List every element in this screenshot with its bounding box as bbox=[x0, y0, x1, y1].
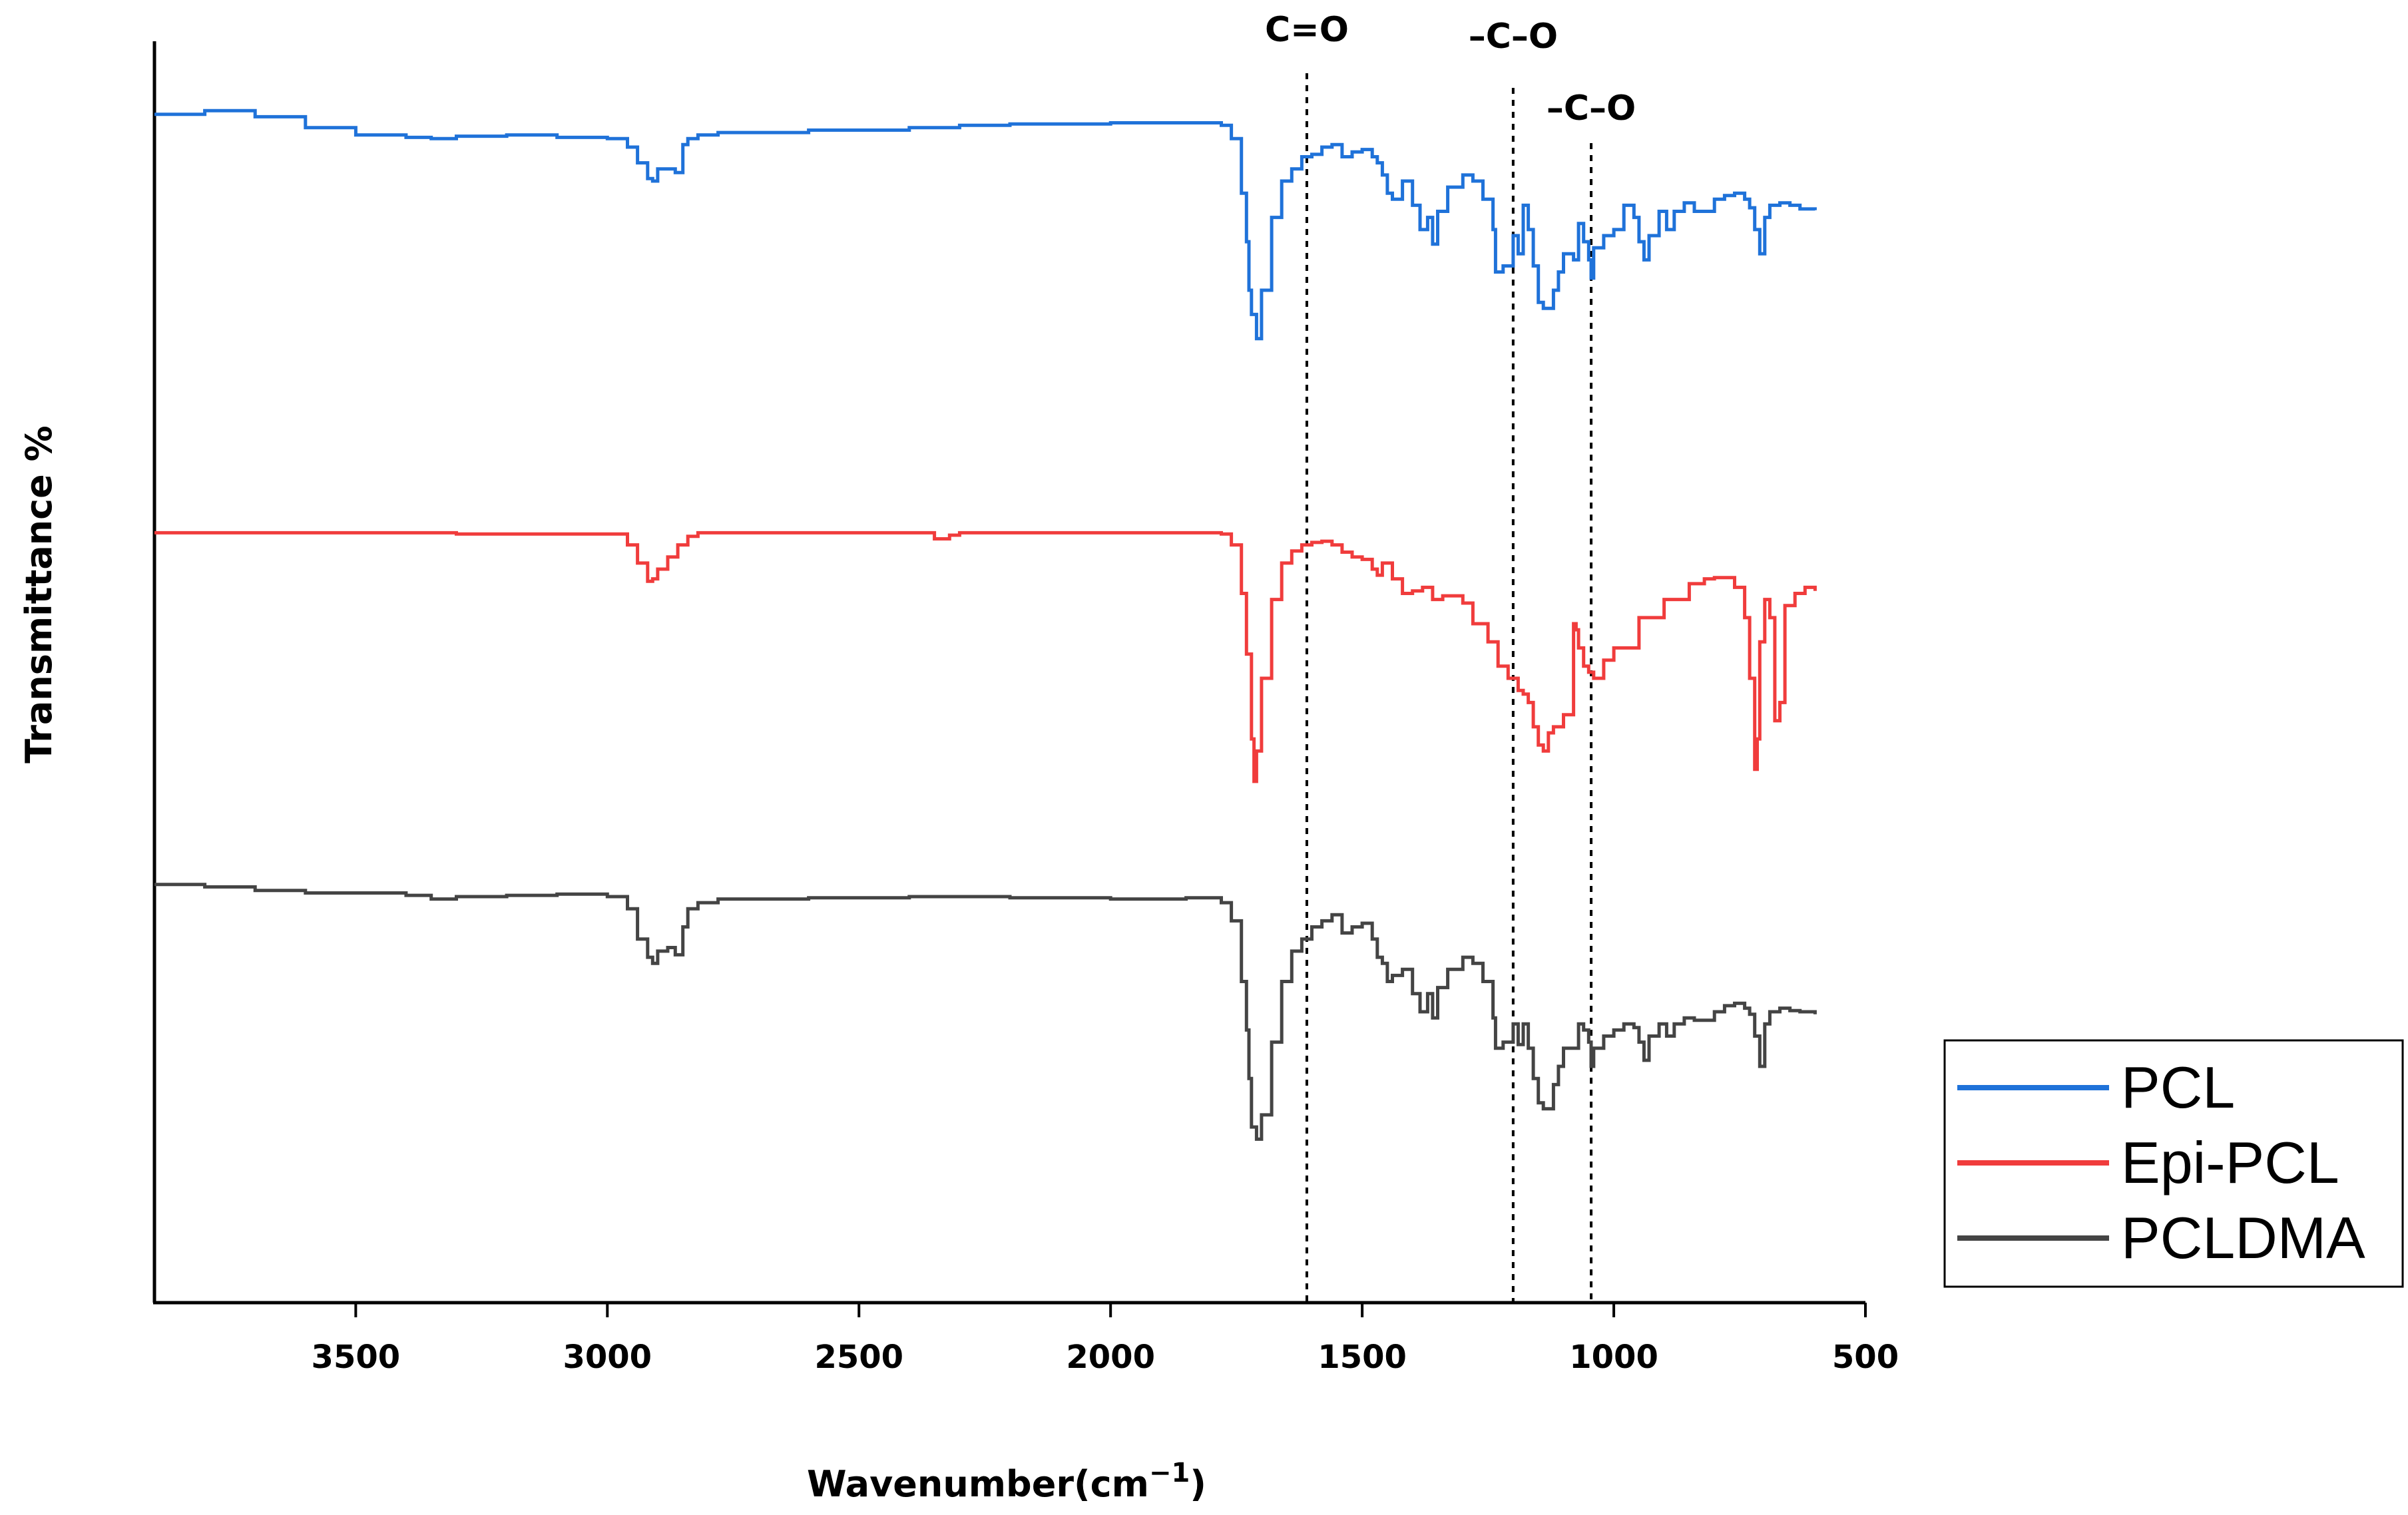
x-tick-label: 3500 bbox=[312, 1339, 401, 1376]
x-axis-title-end: ) bbox=[1190, 1463, 1206, 1505]
x-tick-label: 500 bbox=[1832, 1339, 1899, 1376]
y-axis-title: Transmittance % bbox=[18, 425, 60, 763]
x-axis-title-superscript: −1 bbox=[1149, 1458, 1190, 1488]
annotation-label: –C–O bbox=[1469, 17, 1558, 57]
x-tick-label: 3000 bbox=[563, 1339, 652, 1376]
legend-label: Epi-PCL bbox=[2121, 1130, 2339, 1195]
x-tick-label: 2500 bbox=[814, 1339, 903, 1376]
legend-label: PCLDMA bbox=[2121, 1205, 2365, 1271]
series-line-epi-pcl bbox=[154, 531, 1817, 783]
x-axis-title-main: Wavenumber(cm bbox=[807, 1463, 1149, 1505]
annotation-label: C=O bbox=[1265, 10, 1349, 50]
x-axis-title: Wavenumber(cm−1) bbox=[807, 1458, 1206, 1505]
x-tick-label: 1000 bbox=[1569, 1339, 1658, 1376]
annotation-label: –C–O bbox=[1547, 89, 1636, 128]
series-line-pcl bbox=[154, 108, 1817, 341]
legend: PCL Epi-PCL PCLDMA bbox=[1943, 1039, 2404, 1288]
x-tick-label: 1500 bbox=[1318, 1339, 1407, 1376]
x-tick-label: 2000 bbox=[1066, 1339, 1155, 1376]
series-line-pcldma bbox=[154, 883, 1817, 1141]
legend-label: PCL bbox=[2121, 1054, 2235, 1120]
